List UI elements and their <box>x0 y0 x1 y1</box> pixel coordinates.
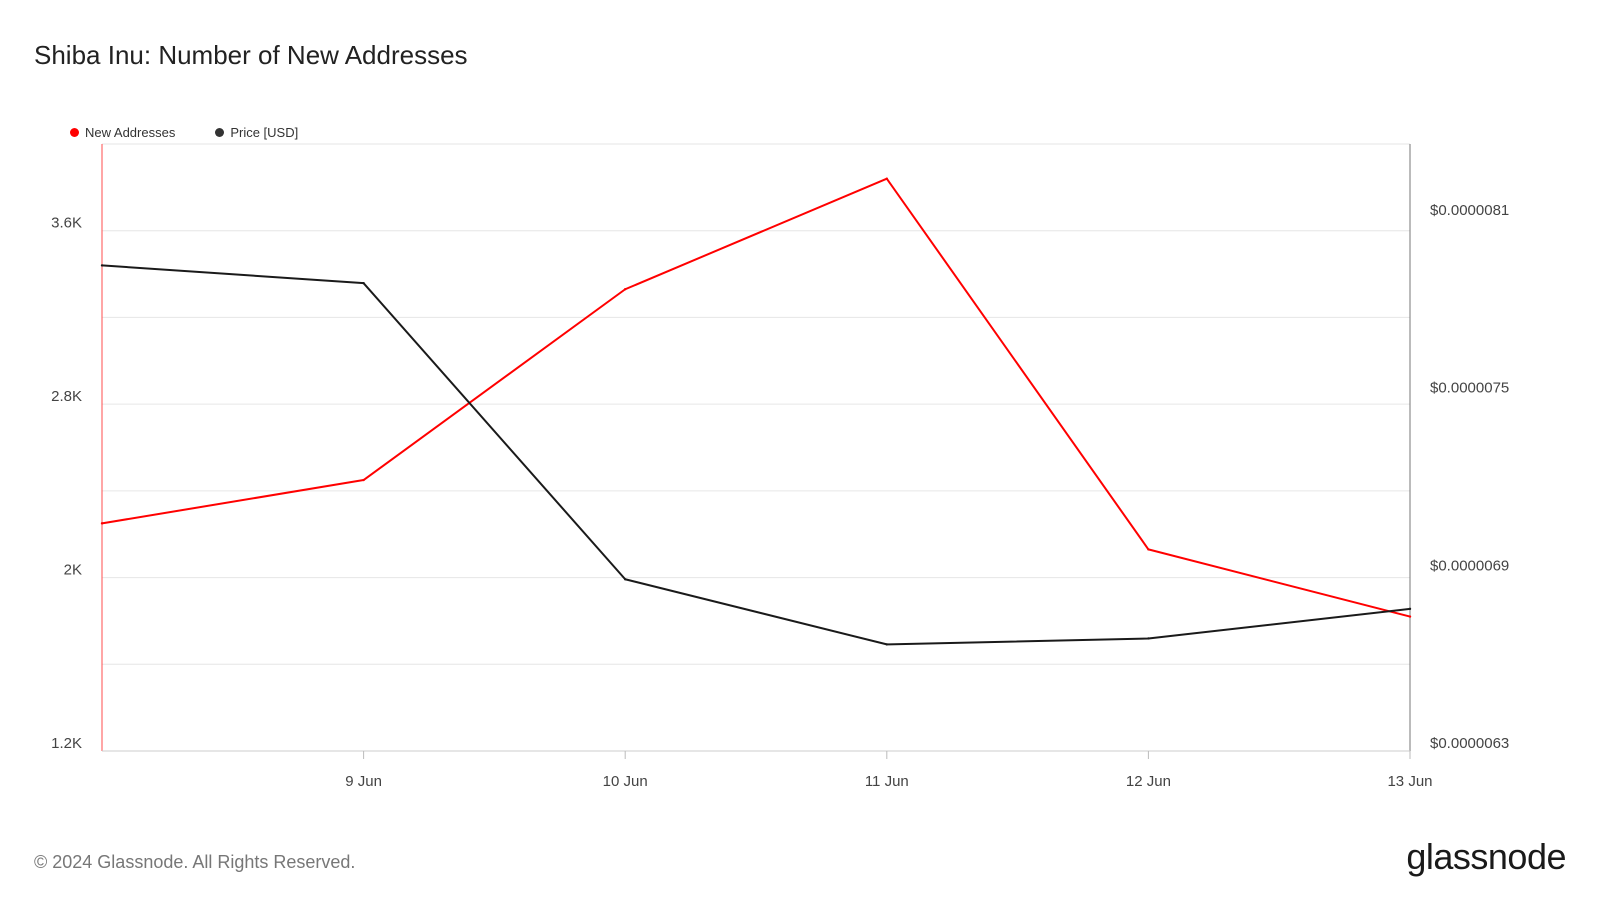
grid-lines <box>102 143 1410 752</box>
y-right-tick-label: $0.0000063 <box>1430 735 1509 752</box>
y-left-tick-label: 2K <box>64 562 82 579</box>
x-tick-label: 9 Jun <box>345 773 382 790</box>
y-right-tick-label: $0.0000081 <box>1430 202 1509 219</box>
y-right-tick-label: $0.0000075 <box>1430 380 1509 397</box>
point-price[interactable] <box>100 264 104 267</box>
legend-dot-price <box>215 128 225 137</box>
point-new-addresses[interactable] <box>100 522 104 525</box>
y-left-tick-label: 3.6K <box>51 215 82 232</box>
tick-labels: 9 Jun 10 Jun 11 Jun 12 Jun 13 Jun 1.2K 2K 2.8K 3… <box>51 202 1509 790</box>
legend-item-price[interactable]: Price [USD] <box>215 125 298 140</box>
x-tick-label: 13 Jun <box>1387 773 1432 790</box>
point-new-addresses[interactable] <box>885 177 888 180</box>
point-price[interactable] <box>885 643 888 646</box>
point-new-addresses[interactable] <box>362 478 365 482</box>
series-line-new-addresses[interactable] <box>101 177 1411 618</box>
point-price[interactable] <box>624 578 627 581</box>
y-left-tick-label: 1.2K <box>51 735 82 752</box>
series-line-price[interactable] <box>101 264 1411 646</box>
glassnode-logo: glassnode <box>1406 836 1566 877</box>
x-tick-label: 10 Jun <box>603 773 648 790</box>
copyright-text: © 2024 Glassnode. All Rights Reserved. <box>34 852 356 872</box>
legend-label-new-addresses: New Addresses <box>85 125 176 140</box>
point-price[interactable] <box>1147 637 1150 640</box>
legend-dot-new-addresses <box>70 128 79 137</box>
x-tick-label: 12 Jun <box>1126 773 1171 790</box>
legend-item-new-addresses[interactable]: New Addresses <box>70 125 175 140</box>
point-new-addresses[interactable] <box>1408 615 1412 618</box>
series-lines <box>100 177 1412 646</box>
point-price[interactable] <box>362 281 365 285</box>
axes <box>101 144 1411 759</box>
y-left-tick-label: 2.8K <box>51 388 82 405</box>
point-price[interactable] <box>1408 607 1412 611</box>
y-right-tick-label: $0.0000069 <box>1430 557 1509 574</box>
point-new-addresses[interactable] <box>624 288 627 291</box>
legend-label-price: Price [USD] <box>230 125 299 140</box>
chart-legend: New Addresses Price [USD] <box>70 125 298 140</box>
chart-title: Shiba Inu: Number of New Addresses <box>34 40 468 70</box>
x-tick-label: 11 Jun <box>865 773 909 790</box>
point-new-addresses[interactable] <box>1147 548 1150 551</box>
